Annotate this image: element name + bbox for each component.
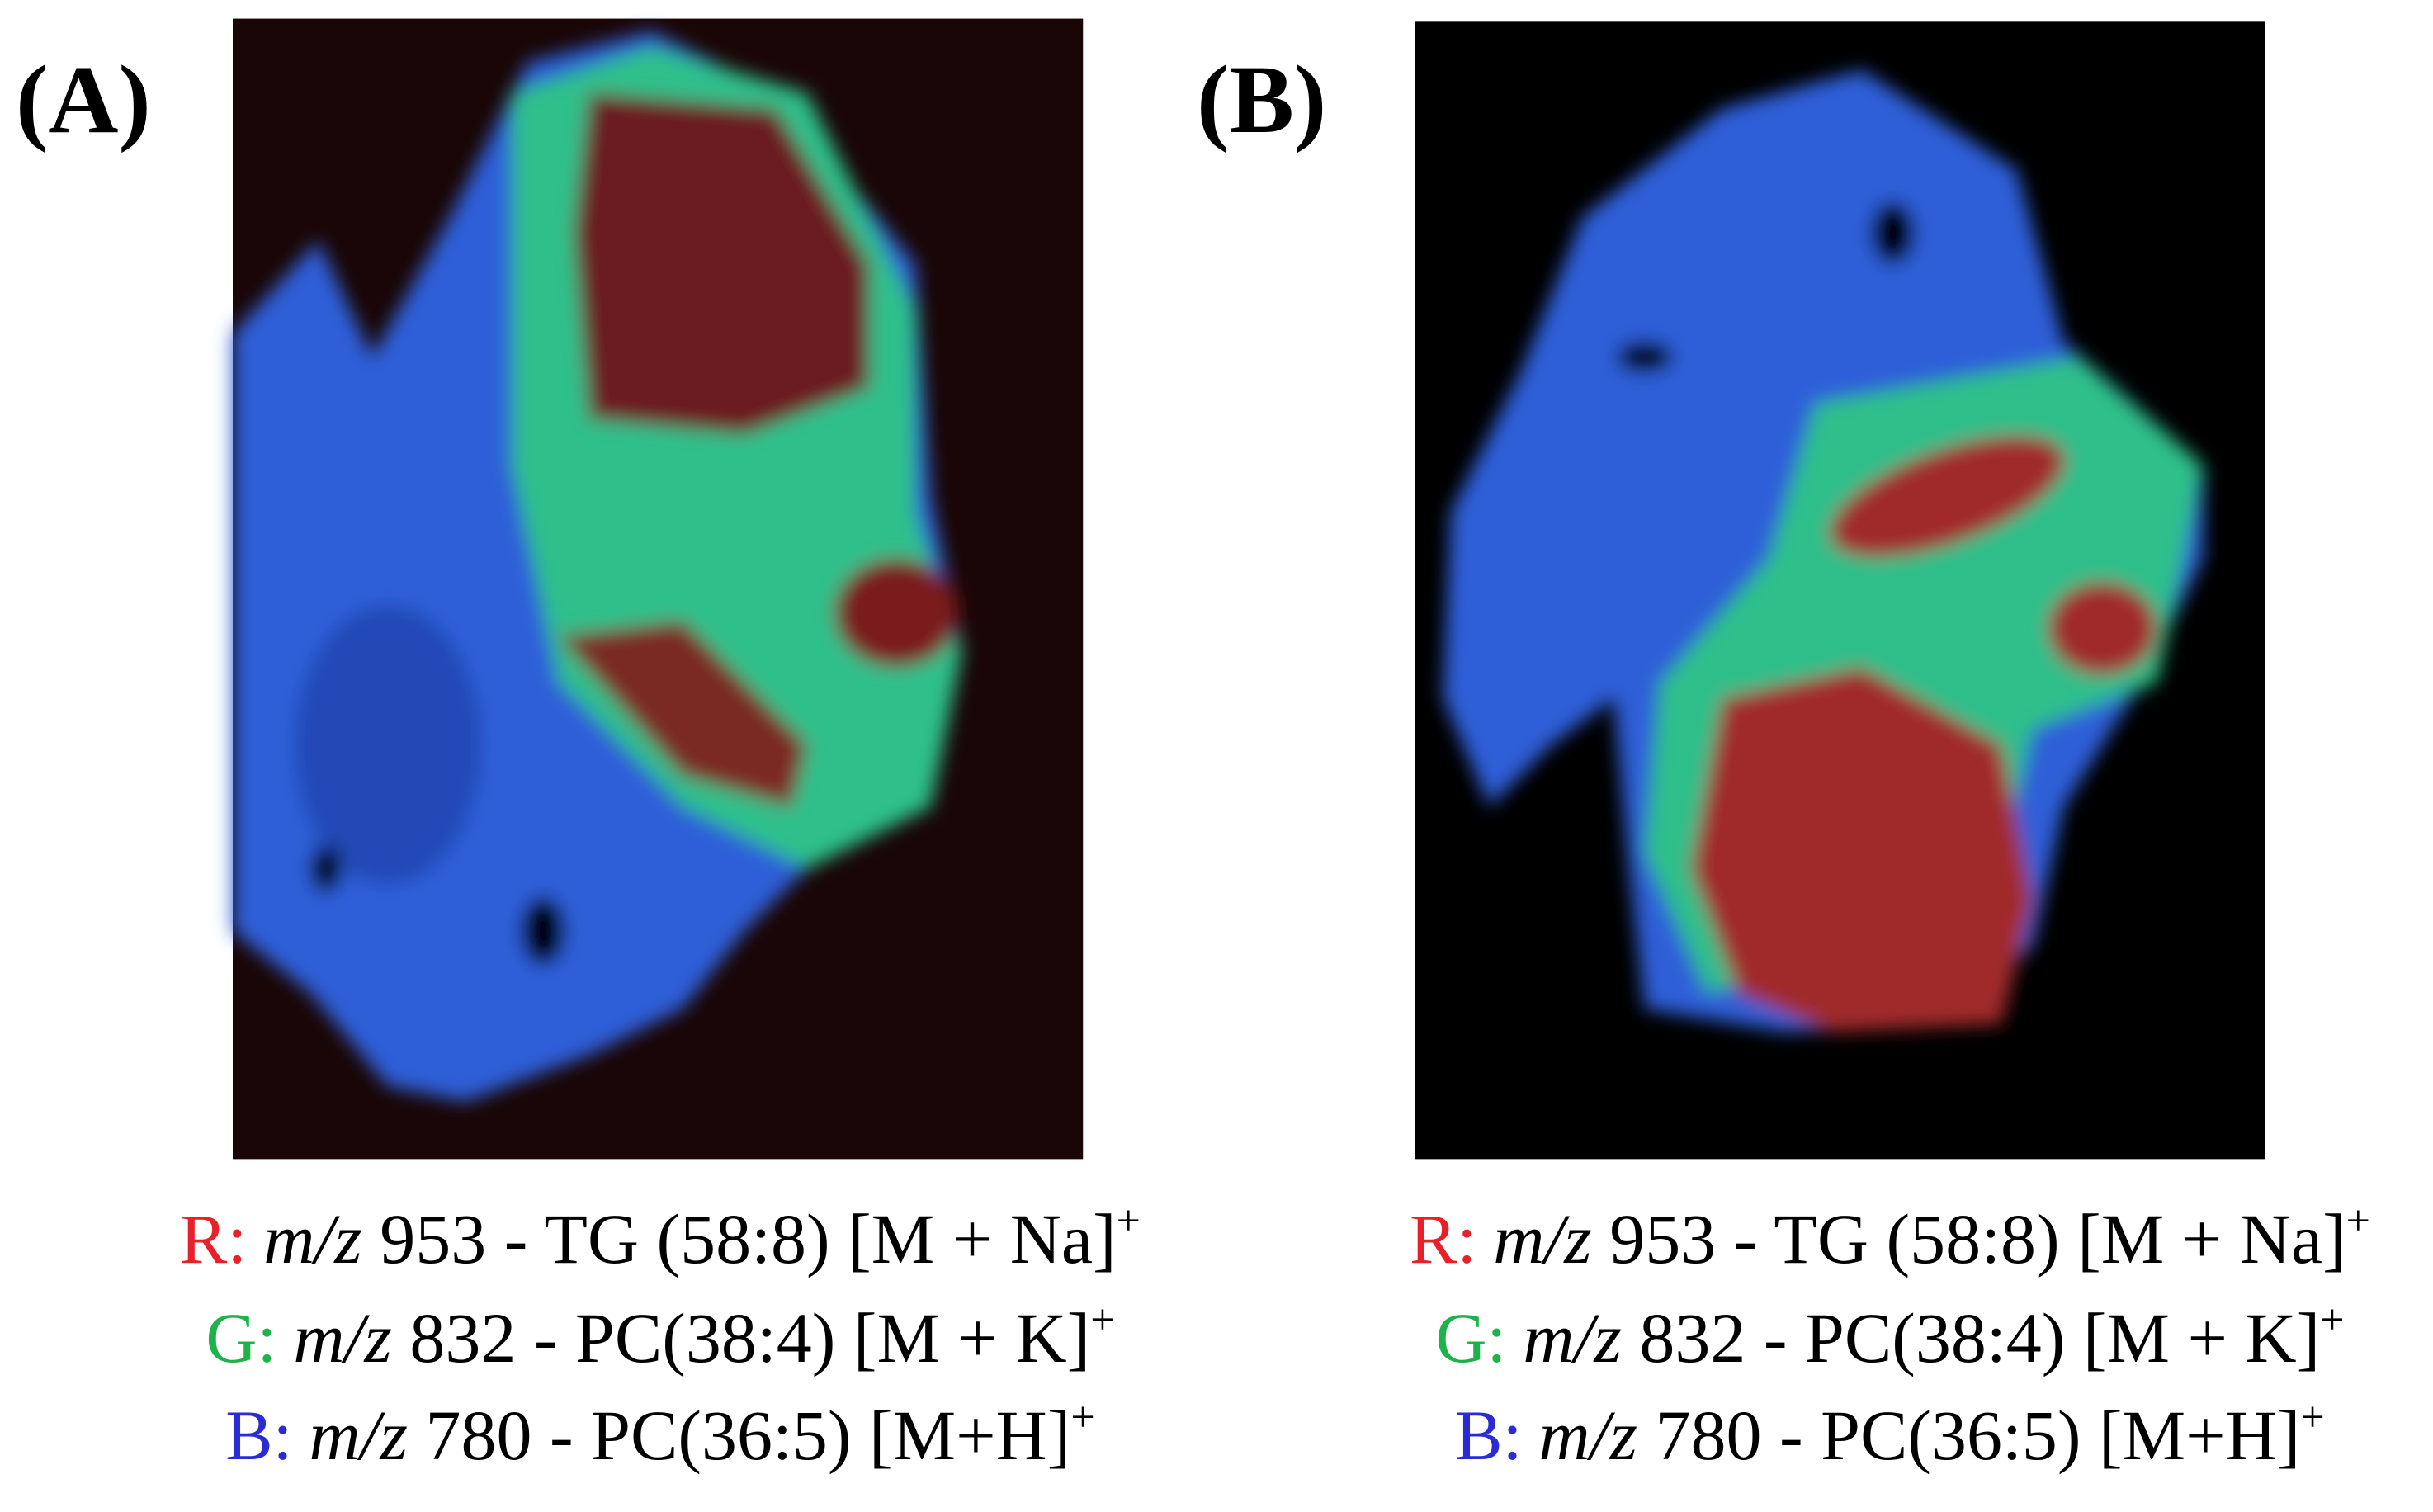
tissue-a bbox=[233, 31, 962, 1102]
tissue-b bbox=[1443, 69, 2204, 1032]
mz: m/z bbox=[293, 1298, 391, 1377]
legend-line: B: m/z 780 - PC(36:5) [M+H]+ bbox=[1455, 1394, 2324, 1475]
formula: 832 - PC(38:4) [M + K] bbox=[1622, 1298, 2320, 1377]
formula: 780 - PC(36:5) [M+H] bbox=[1637, 1396, 2300, 1475]
channel: G: bbox=[206, 1298, 276, 1377]
superscript: + bbox=[2346, 1198, 2370, 1245]
mz: m/z bbox=[309, 1396, 408, 1475]
superscript: + bbox=[2320, 1297, 2344, 1344]
captions: R: m/z 953 - TG (58:8) [M + Na]+G: m/z 832… bbox=[180, 1198, 2370, 1475]
superscript: + bbox=[1117, 1198, 1141, 1245]
channel: G: bbox=[1435, 1298, 1506, 1377]
channel: B: bbox=[225, 1396, 292, 1475]
channel: B: bbox=[1455, 1396, 1522, 1475]
images bbox=[233, 18, 2265, 1160]
channel: R: bbox=[180, 1199, 247, 1278]
superscript: + bbox=[1070, 1394, 1094, 1441]
mz: m/z bbox=[1523, 1298, 1621, 1377]
legend-line: G: m/z 832 - PC(38:4) [M + K]+ bbox=[206, 1297, 1114, 1377]
formula: 832 - PC(38:4) [M + K] bbox=[392, 1298, 1090, 1377]
formula: 953 - TG (58:8) [M + Na] bbox=[1592, 1199, 2346, 1278]
formula: 780 - PC(36:5) [M+H] bbox=[408, 1396, 1070, 1475]
channel: R: bbox=[1410, 1199, 1476, 1278]
panel-label: (A) bbox=[16, 45, 151, 154]
legend-line: R: m/z 953 - TG (58:8) [M + Na]+ bbox=[180, 1198, 1141, 1278]
mz: m/z bbox=[1493, 1199, 1591, 1278]
legend-line: R: m/z 953 - TG (58:8) [M + Na]+ bbox=[1410, 1198, 2370, 1278]
superscript: + bbox=[2300, 1394, 2324, 1441]
legend-line: G: m/z 832 - PC(38:4) [M + K]+ bbox=[1435, 1297, 2344, 1377]
superscript: + bbox=[1090, 1297, 1114, 1344]
mz: m/z bbox=[1539, 1396, 1637, 1475]
panel-label: (B) bbox=[1197, 45, 1326, 154]
formula: 953 - TG (58:8) [M + Na] bbox=[362, 1199, 1117, 1278]
legend-line: B: m/z 780 - PC(36:5) [M+H]+ bbox=[225, 1394, 1094, 1475]
mz: m/z bbox=[263, 1199, 361, 1278]
